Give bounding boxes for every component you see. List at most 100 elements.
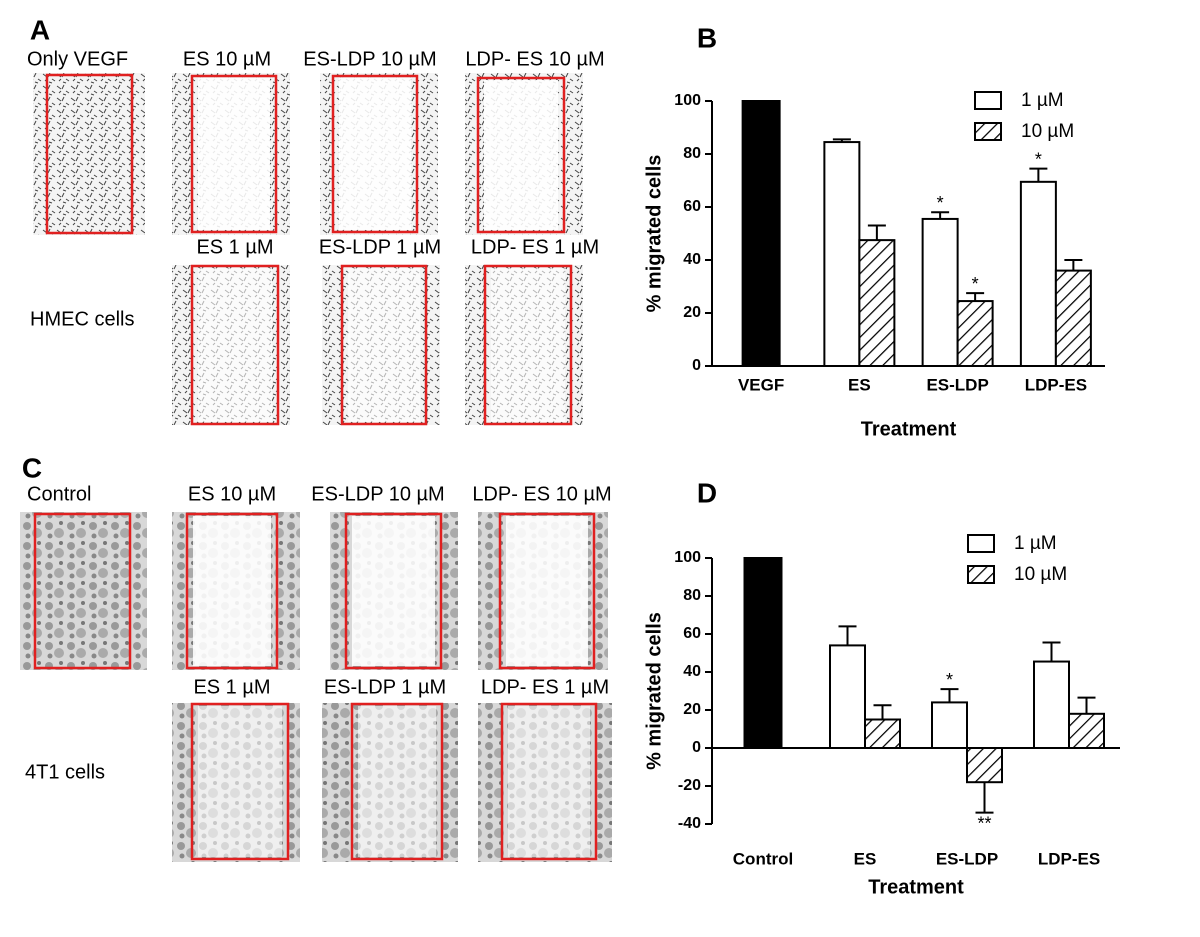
image-caption: LDP- ES 10 µM: [472, 483, 611, 505]
wound-box: [340, 264, 428, 426]
wound-gap: [508, 706, 590, 857]
bar: [931, 701, 968, 750]
error-bar: [1029, 167, 1048, 182]
legend-swatch: [974, 91, 1002, 110]
legend-label: 1 µM: [1021, 90, 1064, 111]
x-tick-label: Control: [733, 849, 793, 868]
wound-box: [190, 702, 290, 861]
image-caption: ES-LDP 10 µM: [311, 483, 444, 505]
bar: [966, 747, 1003, 784]
wound-gap: [198, 78, 270, 230]
y-tick-label: 100: [674, 549, 701, 566]
panel-label: A: [30, 14, 50, 45]
error-bar: [867, 224, 886, 241]
wound-box: [185, 512, 279, 670]
bar: [823, 141, 861, 367]
wound-box: [498, 512, 596, 670]
micrograph: [33, 73, 145, 235]
image-caption: ES-LDP 1 µM: [324, 676, 446, 698]
y-tick-label: 20: [683, 701, 701, 718]
image-caption: Only VEGF: [27, 48, 128, 70]
y-tick-label: 60: [683, 198, 701, 215]
y-tick-label: 0: [692, 357, 701, 374]
wound-gap: [491, 268, 565, 422]
wound-gap: [352, 516, 435, 666]
bar: [1033, 660, 1070, 749]
x-tick-label: ES-LDP: [936, 849, 998, 868]
image-caption: LDP- ES 1 µM: [471, 236, 599, 258]
error-bar: [873, 704, 892, 720]
x-tick-label: LDP-ES: [1038, 849, 1100, 868]
legend-swatch: [974, 122, 1002, 141]
image-caption: ES 1 µM: [196, 236, 273, 258]
legend-label: 10 µM: [1014, 564, 1067, 585]
wound-box: [344, 512, 443, 670]
legend-swatch: [967, 565, 995, 584]
wound-box: [350, 702, 444, 861]
significance-mark: *: [946, 670, 953, 690]
error-bar: [975, 782, 994, 814]
error-bar: [940, 688, 959, 703]
y-tick-label: 80: [683, 587, 701, 604]
image-caption: ES 1 µM: [193, 676, 270, 698]
wound-box: [500, 702, 598, 861]
error-bar: [1064, 259, 1083, 271]
image-caption: LDP- ES 1 µM: [481, 676, 609, 698]
bar: [858, 239, 896, 367]
error-bar: [1042, 641, 1061, 662]
x-axis-title: Treatment: [868, 876, 964, 898]
bar: [1068, 712, 1105, 749]
wound-box: [331, 74, 419, 234]
x-tick-label: LDP-ES: [1025, 375, 1087, 394]
panel-label: C: [22, 452, 42, 483]
x-tick-label: VEGF: [738, 375, 784, 394]
legend-label: 10 µM: [1021, 121, 1074, 142]
significance-mark: **: [977, 813, 991, 833]
y-tick-label: -20: [678, 777, 701, 794]
y-tick-label: 100: [674, 92, 701, 109]
x-tick-label: ES-LDP: [926, 375, 988, 394]
wound-box: [190, 74, 278, 234]
y-tick-label: 80: [683, 145, 701, 162]
wound-gap: [198, 268, 272, 422]
control-bar: [741, 100, 781, 367]
image-caption: Control: [27, 483, 91, 505]
error-bar: [1077, 696, 1096, 714]
y-axis-title: % migrated cells: [643, 612, 665, 770]
cell-line-label: 4T1 cells: [25, 761, 105, 783]
panel-label: B: [697, 22, 717, 53]
wound-gap: [348, 268, 420, 422]
image-caption: ES 10 µM: [183, 48, 271, 70]
cell-line-label: HMEC cells: [30, 308, 134, 330]
bar: [1019, 180, 1057, 367]
x-axis-title: Treatment: [861, 418, 957, 440]
wound-box: [45, 73, 134, 235]
bar: [864, 718, 901, 749]
significance-mark: *: [972, 274, 979, 294]
wound-gap: [358, 706, 436, 857]
wound-box: [483, 264, 573, 426]
y-tick-label: 40: [683, 251, 701, 268]
error-bar: [838, 625, 857, 646]
significance-mark: *: [937, 193, 944, 213]
error-bar: [931, 211, 950, 219]
significance-mark: *: [1035, 149, 1042, 169]
image-caption: ES-LDP 1 µM: [319, 236, 441, 258]
wound-box: [190, 264, 280, 426]
wound-gap: [506, 516, 588, 666]
bar: [1054, 269, 1092, 368]
y-axis-title: % migrated cells: [643, 155, 665, 313]
bar: [956, 300, 994, 368]
wound-box: [33, 512, 132, 670]
legend-label: 1 µM: [1014, 533, 1057, 554]
wound-gap: [198, 706, 282, 857]
error-bar: [966, 292, 985, 302]
x-tick-label: ES: [848, 375, 871, 394]
y-tick-label: -40: [678, 815, 701, 832]
y-tick-label: 60: [683, 625, 701, 642]
bar: [829, 644, 866, 750]
image-caption: LDP- ES 10 µM: [465, 48, 604, 70]
micrograph: [20, 512, 147, 670]
wound-box: [476, 76, 566, 234]
